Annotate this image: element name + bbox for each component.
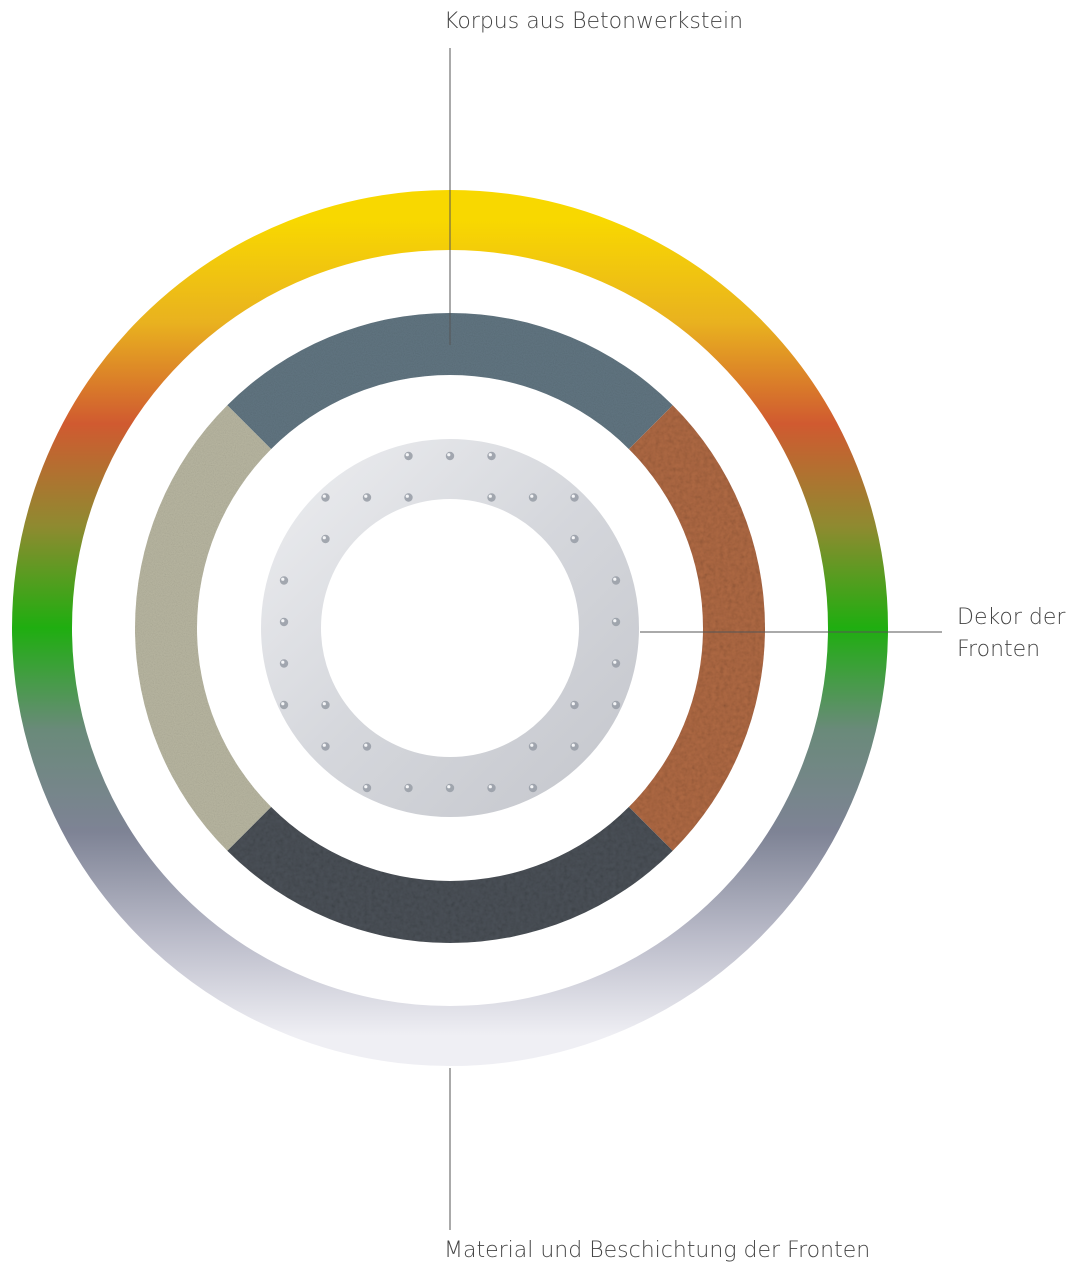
rivet	[279, 617, 289, 627]
rivet	[611, 700, 621, 710]
rivet	[279, 576, 289, 585]
rivet	[528, 742, 538, 751]
rivet-highlight	[488, 494, 492, 498]
label-dekor-line1: Dekor der	[957, 605, 1066, 630]
inner-ring-band	[261, 439, 639, 817]
middle-ring	[135, 313, 766, 943]
rivet-highlight	[322, 494, 326, 498]
inner-ring-rivets	[279, 451, 621, 793]
rivet	[570, 700, 579, 710]
callout-lines	[449, 48, 942, 1230]
rivet-highlight	[364, 494, 368, 498]
rivet-highlight	[405, 453, 409, 457]
rivet	[321, 742, 330, 751]
rivet	[362, 493, 372, 502]
rivet	[404, 451, 413, 461]
rivet	[487, 493, 496, 502]
rivet	[528, 493, 538, 502]
middle-ring-segment-concrete-slate	[227, 313, 673, 450]
rivet-highlight	[613, 702, 617, 706]
rivet-highlight	[488, 453, 492, 457]
rivet-highlight	[322, 702, 326, 706]
rivet-highlight	[530, 494, 534, 498]
rivet-highlight	[447, 785, 451, 789]
rivet	[570, 534, 579, 544]
rivet	[321, 493, 330, 502]
rivet-highlight	[613, 577, 617, 581]
rivet-highlight	[281, 660, 285, 664]
rivet	[445, 783, 455, 793]
rivet-highlight	[530, 785, 534, 789]
rivet	[362, 783, 372, 793]
rivet	[487, 783, 496, 793]
rivet-highlight	[488, 785, 492, 789]
rivet-highlight	[613, 619, 617, 623]
middle-ring-segment-sandstone-beige	[135, 405, 272, 851]
rivet-highlight	[405, 785, 409, 789]
rivet	[611, 659, 621, 668]
rivet-highlight	[405, 494, 409, 498]
rivet	[362, 742, 372, 751]
rivet-highlight	[447, 453, 451, 457]
rivet	[570, 493, 579, 502]
rivet	[611, 576, 621, 585]
middle-ring-segment-granite-dark	[227, 806, 673, 943]
label-material: Material und Beschichtung der Fronten	[444, 1238, 871, 1263]
rivet	[404, 783, 413, 793]
rivet-highlight	[281, 702, 285, 706]
rivet-highlight	[530, 743, 534, 747]
rivet-highlight	[613, 660, 617, 664]
label-dekor: Dekor der Fronten	[957, 602, 1077, 666]
label-dekor-line2: Fronten	[957, 637, 1041, 662]
rivet	[570, 742, 579, 751]
rivet-highlight	[281, 577, 285, 581]
rivet-highlight	[571, 743, 575, 747]
rivet-highlight	[281, 619, 285, 623]
rivet-highlight	[364, 785, 368, 789]
rivet	[279, 659, 289, 668]
rivet	[321, 700, 330, 710]
rivet	[279, 700, 289, 710]
inner-ring	[261, 439, 639, 817]
rivet	[611, 617, 621, 627]
rivet-highlight	[322, 536, 326, 540]
rivet	[404, 493, 413, 502]
rivet	[445, 451, 455, 461]
rivet	[321, 534, 330, 544]
rivet	[528, 783, 538, 793]
rivet-highlight	[322, 743, 326, 747]
label-korpus: Korpus aus Betonwerkstein	[444, 9, 744, 34]
rivet	[487, 451, 496, 461]
middle-ring-segment-copper-granule	[628, 405, 766, 851]
rivet-highlight	[571, 494, 575, 498]
rivet-highlight	[571, 536, 575, 540]
rivet-highlight	[571, 702, 575, 706]
rivet-highlight	[364, 743, 368, 747]
